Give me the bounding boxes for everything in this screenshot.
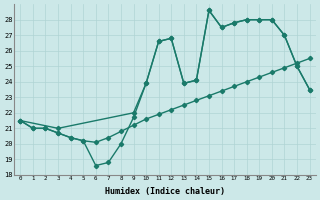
X-axis label: Humidex (Indice chaleur): Humidex (Indice chaleur) — [105, 187, 225, 196]
